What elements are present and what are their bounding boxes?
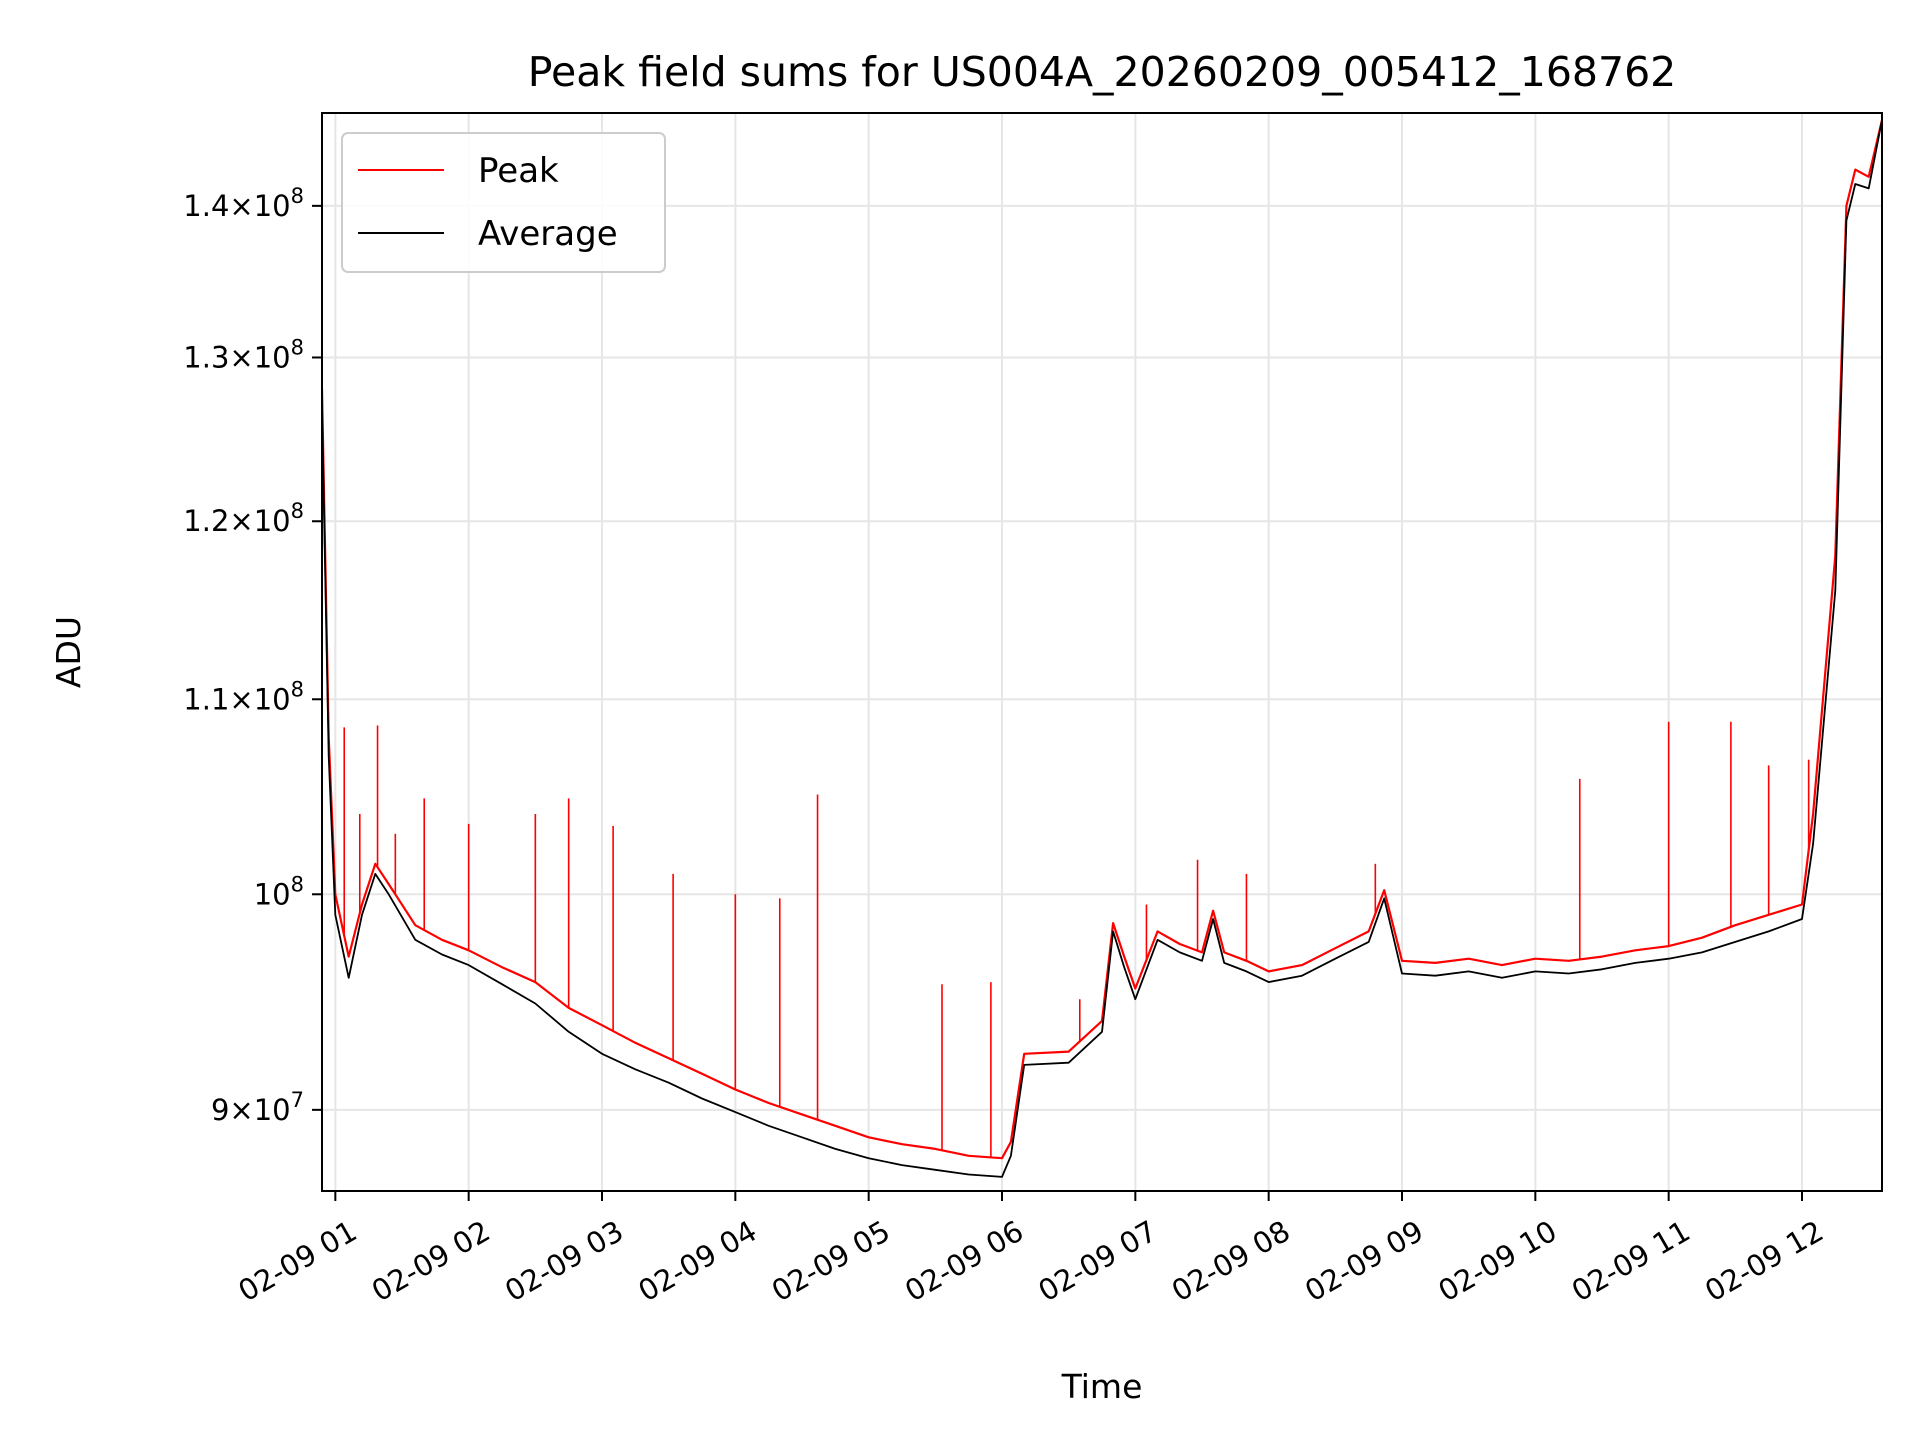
y-tick-exponent: 8 [291,677,304,701]
y-tick-times-sign: ×10 [229,189,290,223]
y-tick-times-sign: ×10 [229,1093,290,1127]
plot-frame [321,112,1883,1192]
y-tick-exponent: 8 [291,872,304,896]
y-tick-label: 108 [254,872,304,911]
x-axis-label: Time [1061,1367,1143,1406]
y-tick-mantissa: 1.4 [183,189,229,223]
y-tick-exponent: 8 [291,335,304,359]
legend-box [341,132,666,273]
series-line-peak [322,119,1882,1160]
y-tick-times-sign: ×10 [229,340,290,374]
y-tick-exponent: 8 [291,184,304,208]
y-tick-mantissa: 1.3 [183,340,229,374]
y-tick-label: 1.4×108 [183,184,304,223]
y-tick-exponent: 7 [291,1088,304,1112]
y-tick-base: 10 [254,877,291,911]
series-line-average [322,119,1882,1178]
y-tick-label: 1.3×108 [183,335,304,374]
series-lines [322,119,1882,1178]
y-tick-label: 9×107 [211,1088,304,1127]
legend-label: Average [478,214,618,254]
legend: Peak Average [341,132,666,273]
y-tick-mantissa: 1.2 [183,504,229,538]
y-axis-label: ADU [49,616,88,688]
legend-label: Peak [478,151,559,191]
y-tick-label: 1.2×108 [183,499,304,538]
y-tick-exponent: 8 [291,499,304,523]
chart-title: Peak field sums for US004A_20260209_0054… [528,48,1677,96]
y-tick-times-sign: ×10 [229,682,290,716]
grid-lines [322,113,1882,1191]
y-tick-mantissa: 9 [211,1093,229,1127]
y-tick-label: 1.1×108 [183,677,304,716]
y-tick-times-sign: ×10 [229,504,290,538]
y-tick-mantissa: 1.1 [183,682,229,716]
